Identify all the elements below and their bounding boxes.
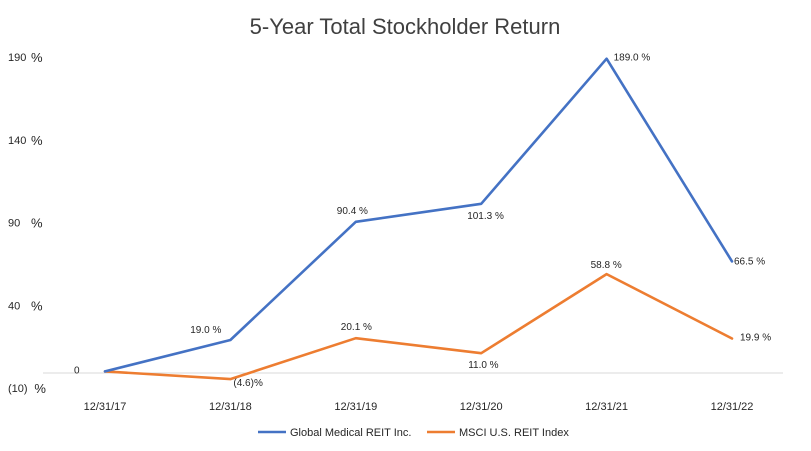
- data-labels: 0 19.0 % 90.4 % 101.3 % 189.0 % 66.5 % (4.6)% 2…: [74, 53, 771, 389]
- y-tick-unit: %: [31, 133, 43, 148]
- data-label: 90.4 %: [337, 206, 368, 217]
- series-line: [103, 57, 734, 373]
- data-label: 58.8 %: [591, 260, 622, 271]
- data-label: 19.0 %: [190, 325, 221, 336]
- data-label: 189.0 %: [614, 53, 651, 64]
- y-tick-label: 40: [8, 300, 20, 312]
- x-tick-label: 12/31/20: [460, 401, 503, 413]
- x-tick-label: 12/31/17: [84, 401, 127, 413]
- y-tick-label: (10): [8, 383, 28, 395]
- y-axis: 190 % 140 % 90 % 40 % (10)%: [8, 50, 46, 396]
- y-tick-label: 190: [8, 52, 26, 64]
- x-tick-label: 12/31/19: [334, 401, 377, 413]
- data-label: 19.9 %: [740, 333, 771, 344]
- y-tick-unit: %: [31, 298, 43, 313]
- data-label: 66.5 %: [734, 256, 765, 267]
- data-label: 20.1 %: [341, 322, 372, 333]
- x-tick-label: 12/31/21: [585, 401, 628, 413]
- legend-label: Global Medical REIT Inc.: [290, 427, 411, 439]
- data-label: 101.3 %: [467, 211, 504, 222]
- chart-title: 5-Year Total Stockholder Return: [250, 14, 561, 39]
- data-label: 11.0 %: [468, 360, 498, 371]
- y-tick-label: 140: [8, 135, 26, 147]
- legend: Global Medical REIT Inc. MSCI U.S. REIT I…: [258, 427, 569, 439]
- data-label: 0: [74, 365, 80, 376]
- x-tick-label: 12/31/18: [209, 401, 252, 413]
- y-tick-unit: %: [31, 216, 43, 231]
- x-tick-label: 12/31/22: [711, 401, 754, 413]
- series-line: [103, 272, 734, 381]
- series-lines: [103, 57, 734, 381]
- y-tick-unit: %: [31, 50, 43, 65]
- x-axis: 12/31/17 12/31/18 12/31/19 12/31/20 12/31/21…: [84, 401, 754, 413]
- data-label: (4.6)%: [233, 378, 263, 389]
- legend-label: MSCI U.S. REIT Index: [459, 427, 569, 439]
- y-tick-label: 90: [8, 218, 20, 230]
- y-tick-unit: %: [34, 381, 46, 396]
